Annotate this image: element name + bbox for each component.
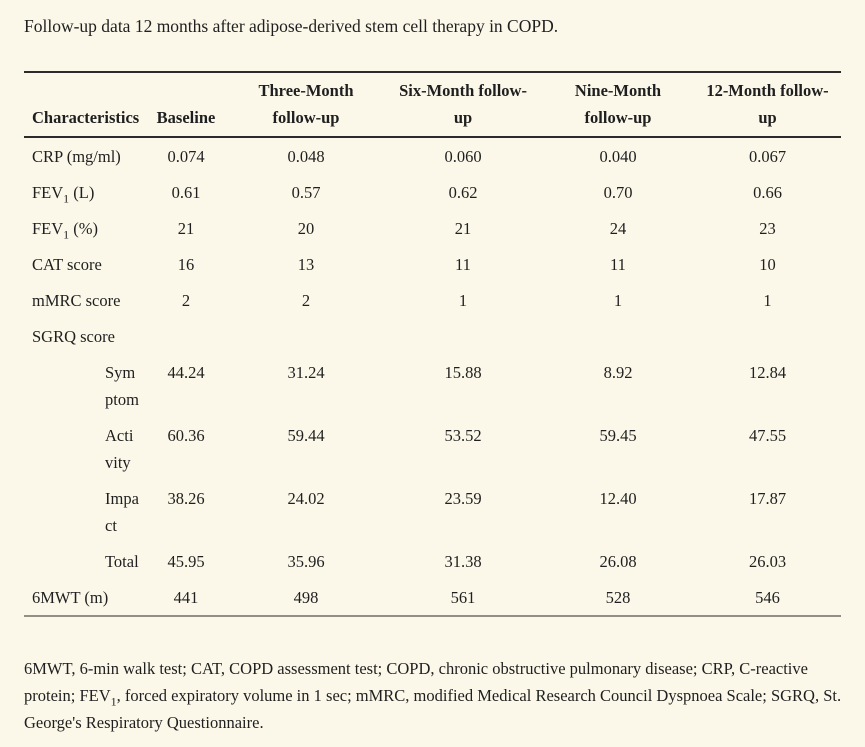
- subscript: 1: [110, 694, 117, 709]
- cell-value: 24: [609, 219, 627, 238]
- cell-value: 2: [301, 291, 311, 310]
- cell-empty: [542, 318, 694, 354]
- cell-value: 21: [454, 219, 472, 238]
- cell-value: 0.62: [448, 183, 478, 202]
- cell-value: 498: [293, 588, 319, 607]
- cell-value: 35.96: [287, 552, 325, 571]
- cell-value: 13: [297, 255, 315, 274]
- table-row-crp: CRP (mg/ml) 0.074 0.048 0.060 0.040 0.06…: [24, 137, 841, 174]
- cell-value: 0.66: [753, 183, 782, 202]
- cell-value: 1: [763, 291, 772, 310]
- cell-empty: [694, 318, 841, 354]
- table-row-sgrq-symptom: Sym ptom 44.24 31.24 15.88 8.92 12.84: [24, 354, 841, 417]
- subscript: 1: [63, 191, 70, 206]
- table-row-fev1-pct: FEV1 (%) 21 20 21 24 23: [24, 210, 841, 246]
- table-row-sgrq-score: SGRQ score: [24, 318, 841, 354]
- table-row-mmrc-score: mMRC score 2 2 1 1 1: [24, 282, 841, 318]
- cell-value: 31.24: [287, 363, 325, 382]
- cell-value: 0.060: [444, 147, 482, 166]
- cell-value: 59.44: [287, 426, 325, 445]
- cell-value: 0.040: [599, 147, 637, 166]
- row-sublabel: Acti vity: [105, 426, 134, 472]
- subscript: 1: [63, 227, 70, 242]
- abbreviations-footnote: 6MWT, 6-min walk test; CAT, COPD assessm…: [24, 659, 842, 732]
- cell-value: 23.59: [444, 489, 482, 508]
- cell-value: 546: [755, 588, 780, 607]
- cell-value: 20: [297, 219, 315, 238]
- cell-value: 26.03: [748, 552, 787, 571]
- cell-value: 2: [181, 291, 191, 310]
- cell-empty: [384, 318, 542, 354]
- row-sublabel: Impa ct: [105, 489, 139, 535]
- cell-value: 441: [173, 588, 199, 607]
- cell-value: 11: [455, 255, 471, 274]
- row-label: FEV1 (L): [32, 183, 95, 206]
- cell-value: 10: [759, 255, 776, 274]
- cell-value: 60.36: [167, 426, 205, 445]
- cell-value: 528: [605, 588, 631, 607]
- column-header-characteristics: Characteristics: [32, 108, 140, 127]
- row-sublabel: Sym ptom: [105, 363, 139, 409]
- cell-value: 24.02: [287, 489, 325, 508]
- cell-value: 12.40: [599, 489, 637, 508]
- cell-value: 59.45: [599, 426, 637, 445]
- cell-value: 0.074: [167, 147, 205, 166]
- cell-value: 0.048: [287, 147, 325, 166]
- table-row-6mwt: 6MWT (m) 441 498 561 528 546: [24, 579, 841, 616]
- column-header-6month: Six-Month follow-up: [399, 81, 527, 127]
- cell-value: 17.87: [748, 489, 787, 508]
- table-caption: Follow-up data 12 months after adipose-d…: [24, 16, 559, 36]
- row-label: mMRC score: [32, 291, 121, 310]
- row-label: 6MWT (m): [32, 588, 109, 607]
- cell-value: 38.26: [167, 489, 205, 508]
- cell-value: 0.61: [171, 183, 201, 202]
- table-row-cat-score: CAT score 16 13 11 11 10: [24, 246, 841, 282]
- followup-data-table: Characteristics Baseline Three-Month foll…: [24, 71, 841, 617]
- cell-value: 15.88: [444, 363, 482, 382]
- cell-empty: [144, 318, 228, 354]
- cell-value: 21: [177, 219, 195, 238]
- column-header-3month: Three-Month follow-up: [258, 81, 354, 127]
- cell-value: 31.38: [444, 552, 482, 571]
- cell-value: 561: [450, 588, 476, 607]
- table-row-sgrq-impact: Impa ct 38.26 24.02 23.59 12.40 17.87: [24, 480, 841, 543]
- header-row: Characteristics Baseline Three-Month foll…: [24, 72, 841, 137]
- column-header-12month: 12-Month follow-up: [706, 81, 829, 127]
- table-row-fev1-l: FEV1 (L) 0.61 0.57 0.62 0.70 0.66: [24, 174, 841, 210]
- table-row-sgrq-total: Total 45.95 35.96 31.38 26.08 26.03: [24, 543, 841, 579]
- cell-value: 45.95: [167, 552, 205, 571]
- row-label: CRP (mg/ml): [32, 147, 121, 166]
- row-label: CAT score: [32, 255, 102, 274]
- column-header-baseline: Baseline: [156, 108, 216, 127]
- cell-value: 11: [610, 255, 626, 274]
- cell-value: 44.24: [167, 363, 205, 382]
- cell-value: 26.08: [599, 552, 637, 571]
- row-label: FEV1 (%): [32, 219, 99, 242]
- cell-value: 12.84: [748, 363, 787, 382]
- cell-value: 1: [458, 291, 468, 310]
- cell-value: 23: [759, 219, 776, 238]
- cell-value: 0.067: [748, 147, 787, 166]
- row-group-label: SGRQ score: [32, 327, 115, 346]
- cell-value: 1: [613, 291, 623, 310]
- cell-value: 0.57: [291, 183, 321, 202]
- table-row-sgrq-activity: Acti vity 60.36 59.44 53.52 59.45 47.55: [24, 417, 841, 480]
- column-header-9month: Nine-Month follow-up: [574, 81, 662, 127]
- cell-value: 16: [177, 255, 195, 274]
- row-sublabel: Total: [105, 552, 139, 571]
- cell-empty: [228, 318, 384, 354]
- cell-value: 47.55: [748, 426, 787, 445]
- cell-value: 8.92: [603, 363, 633, 382]
- cell-value: 53.52: [444, 426, 482, 445]
- cell-value: 0.70: [603, 183, 633, 202]
